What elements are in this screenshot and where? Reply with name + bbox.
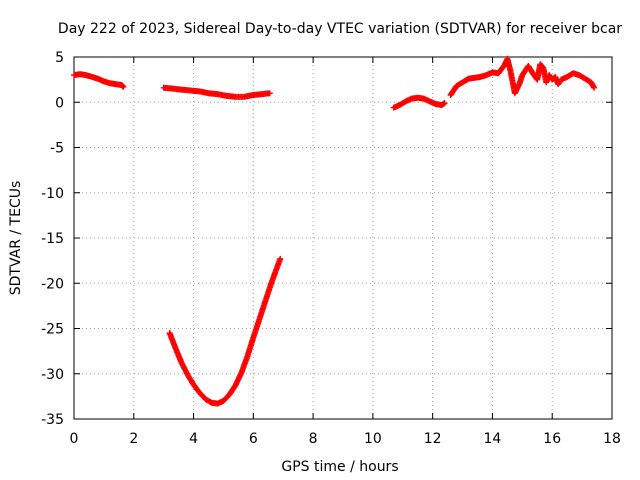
data-point [120, 83, 127, 90]
x-tick-label: 6 [249, 431, 258, 447]
x-tick-label: 10 [364, 431, 382, 447]
x-tick-label: 4 [189, 431, 198, 447]
x-tick-label: 8 [309, 431, 318, 447]
y-tick-label: 5 [55, 50, 64, 66]
grid-lines [74, 57, 612, 419]
x-axis-label: GPS time / hours [281, 459, 398, 475]
data-points [71, 55, 598, 407]
data-point-fill [119, 82, 126, 89]
series-arc-4 [390, 94, 448, 111]
y-tick-label: 0 [55, 95, 64, 111]
data-point [591, 84, 598, 91]
y-tick-label: -25 [41, 322, 64, 338]
y-tick-label: -15 [41, 231, 64, 247]
y-tick-label: -5 [50, 141, 64, 157]
y-tick-labels: 5 0 -5 -10 -15 -20 -25 -30 -35 [41, 50, 64, 428]
x-tick-labels: 0 2 4 6 8 10 12 14 16 18 [70, 431, 621, 447]
series-arc-3 [166, 255, 284, 407]
x-tick-label: 0 [70, 431, 79, 447]
x-tick-label: 12 [424, 431, 442, 447]
series-arc-5 [447, 55, 598, 99]
chart-title: Day 222 of 2023, Sidereal Day-to-day VTE… [58, 21, 622, 37]
data-point [277, 255, 284, 262]
y-axis-label: SDTVAR / TECUs [8, 181, 24, 296]
y-tick-label: -10 [41, 186, 64, 202]
data-point [441, 100, 448, 107]
series-arc-1 [71, 71, 127, 90]
series-arc-2 [160, 84, 273, 100]
data-point [266, 90, 273, 97]
x-tick-label: 14 [484, 431, 502, 447]
y-tick-label: -30 [41, 367, 64, 383]
x-tick-label: 2 [129, 431, 138, 447]
x-tick-label: 18 [603, 431, 621, 447]
y-tick-label: -35 [41, 412, 64, 428]
x-tick-label: 16 [543, 431, 561, 447]
axis-ticks [73, 56, 613, 420]
y-tick-label: -20 [41, 276, 64, 292]
